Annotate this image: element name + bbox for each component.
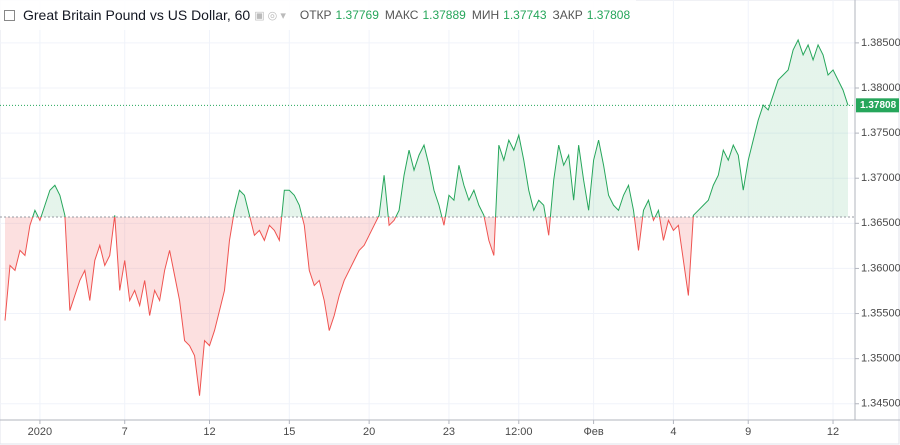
y-tick-label: 1.34500 <box>861 398 900 410</box>
y-tick-label: 1.38500 <box>861 37 900 49</box>
open-value: 1.37769 <box>335 8 379 22</box>
x-tick-label: 2020 <box>28 426 52 438</box>
x-tick-label: 15 <box>283 426 295 438</box>
y-tick-label: 1.38000 <box>861 82 900 94</box>
x-tick-label: 9 <box>745 426 751 438</box>
y-tick-label: 1.37000 <box>861 172 900 184</box>
y-tick-label: 1.36000 <box>861 262 900 274</box>
price-line <box>4 38 849 396</box>
y-tick-label: 1.36500 <box>861 217 900 229</box>
x-tick-label: 20 <box>363 426 375 438</box>
open-label: ОТКР <box>299 8 332 22</box>
x-tick-label: Фев <box>583 426 603 438</box>
x-tick-label: 12:00 <box>505 426 533 438</box>
y-tick-label: 1.37500 <box>861 127 900 139</box>
high-value: 1.37889 <box>422 8 466 22</box>
x-tick-label: 4 <box>670 426 676 438</box>
y-tick-label: 1.35500 <box>861 307 900 319</box>
close-value: 1.37808 <box>586 8 631 22</box>
x-tick-label: 12 <box>827 426 839 438</box>
low-value: 1.37743 <box>503 8 547 22</box>
collapse-icon[interactable] <box>4 9 15 21</box>
legend-icons[interactable]: ▣ ◎ ▾ <box>254 9 286 22</box>
symbol-title: Great Britain Pound vs US Dollar, 60 <box>23 7 251 23</box>
x-tick-label: 12 <box>203 426 215 438</box>
x-tick-label: 7 <box>122 426 128 438</box>
x-tick-label: 23 <box>443 426 455 438</box>
legend-bar: Great Britain Pound vs US Dollar, 60 ▣ ◎… <box>0 0 637 30</box>
baseline-area <box>5 39 848 396</box>
y-tick-label: 1.35000 <box>861 353 900 365</box>
last-price-tag <box>856 98 899 113</box>
high-label: МАКС <box>384 8 419 22</box>
last-price-label: 1.37808 <box>860 100 897 111</box>
low-label: МИН <box>471 8 500 22</box>
close-label: ЗАКР <box>552 8 583 22</box>
